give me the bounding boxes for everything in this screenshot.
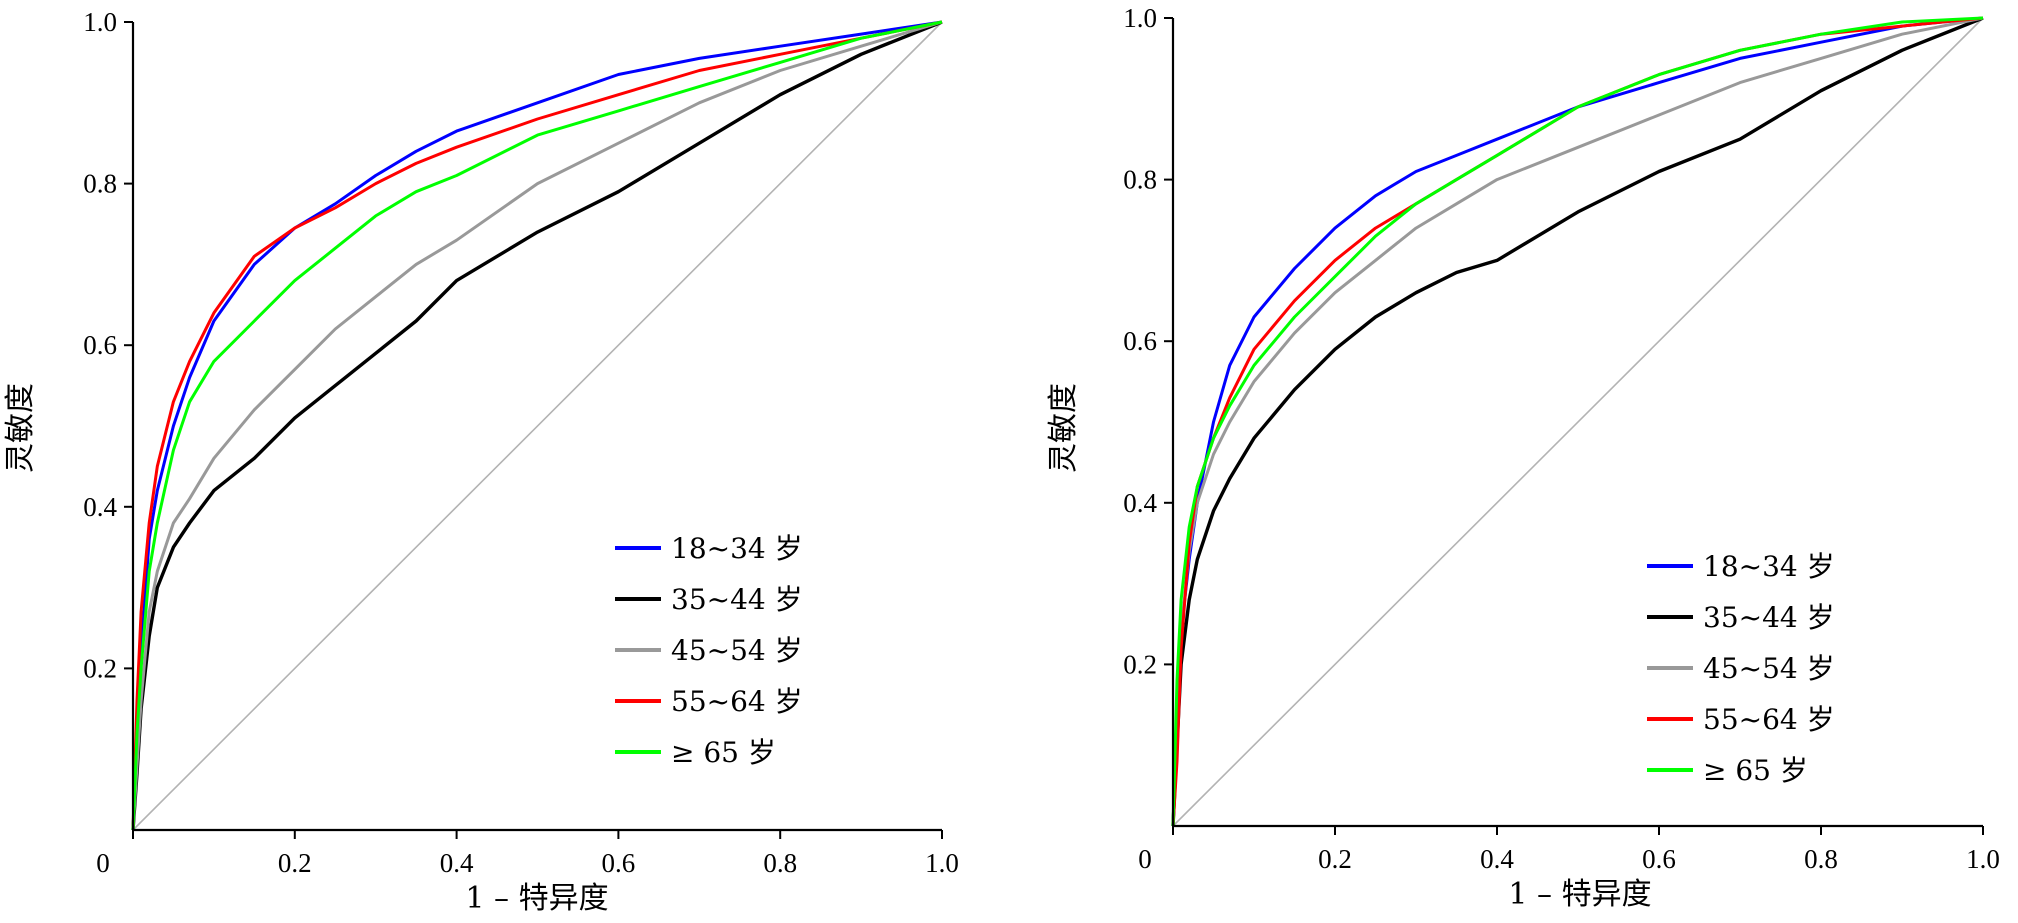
x-tick-label: 0.8: [1804, 844, 1838, 874]
y-tick-label: 0.6: [1123, 326, 1157, 356]
legend-label: 55~64 岁: [1703, 703, 1835, 736]
x-tick-label: 0.6: [1642, 844, 1676, 874]
legend-label: ≥ 65 岁: [1703, 754, 1808, 787]
roc-curve: [131, 20, 943, 831]
y-tick-label: 0.2: [83, 653, 117, 683]
legend-label: 45~54 岁: [1703, 652, 1835, 685]
roc-curve: [1171, 16, 1984, 827]
x-tick-label: 0.8: [763, 848, 797, 878]
roc-panel-left: 0 0.2 0.4 0.6 0.8 1.0 0.2 0.4 0.6 0.8 1.0 1 – 特异度 灵敏…: [3, 7, 959, 916]
y-tick-label: 0.8: [1123, 165, 1157, 195]
x-tick-label: 1.0: [925, 848, 959, 878]
legend-label: 18~34 岁: [671, 532, 803, 565]
y-tick-label: 0.8: [83, 169, 117, 199]
x-tick-label: 0.2: [1318, 844, 1352, 874]
roc-panel-right: 0 0.2 0.4 0.6 0.8 1.0 0.2 0.4 0.6 0.8 1.0 1 – 特异度 灵敏…: [1046, 3, 2000, 912]
roc-curve: [131, 20, 943, 831]
legend-label: 18~34 岁: [1703, 550, 1835, 583]
legend-label: 35~44 岁: [671, 583, 803, 616]
roc-curve: [131, 20, 943, 831]
y-axis-title: 灵敏度: [1046, 383, 1081, 473]
y-tick-label: 0.2: [1123, 649, 1157, 679]
legend-label: 55~64 岁: [671, 685, 803, 718]
x-axis-title: 1 – 特异度: [465, 881, 608, 916]
y-tick-label: 1.0: [83, 7, 117, 37]
y-tick-label: 0.6: [83, 330, 117, 360]
roc-curve: [1171, 16, 1984, 827]
legend-label: ≥ 65 岁: [671, 736, 776, 769]
x-tick-label: 0.4: [440, 848, 474, 878]
legend: 18~34 岁 35~44 岁 45~54 岁 55~64 岁 ≥ 65 岁: [1647, 550, 1835, 787]
x-tick-label: 1.0: [1966, 844, 2000, 874]
reference-diagonal: [1172, 17, 1984, 827]
legend: 18~34 岁 35~44 岁 45~54 岁 55~64 岁 ≥ 65 岁: [615, 532, 803, 769]
roc-curve: [131, 20, 943, 831]
x-tick-label: 0.6: [602, 848, 636, 878]
x-tick-label: 0.4: [1480, 844, 1514, 874]
x-tick-label: 0: [1138, 844, 1152, 874]
y-axis-title: 灵敏度: [3, 383, 38, 473]
roc-curve: [131, 20, 943, 831]
legend-label: 35~44 岁: [1703, 601, 1835, 634]
reference-diagonal: [132, 21, 943, 831]
legend-label: 45~54 岁: [671, 634, 803, 667]
x-tick-label: 0: [96, 848, 110, 878]
x-tick-label: 0.2: [278, 848, 312, 878]
y-tick-label: 0.4: [1123, 488, 1157, 518]
x-axis-title: 1 – 特异度: [1508, 877, 1651, 912]
y-tick-label: 1.0: [1123, 3, 1157, 33]
y-tick-label: 0.4: [83, 492, 117, 522]
